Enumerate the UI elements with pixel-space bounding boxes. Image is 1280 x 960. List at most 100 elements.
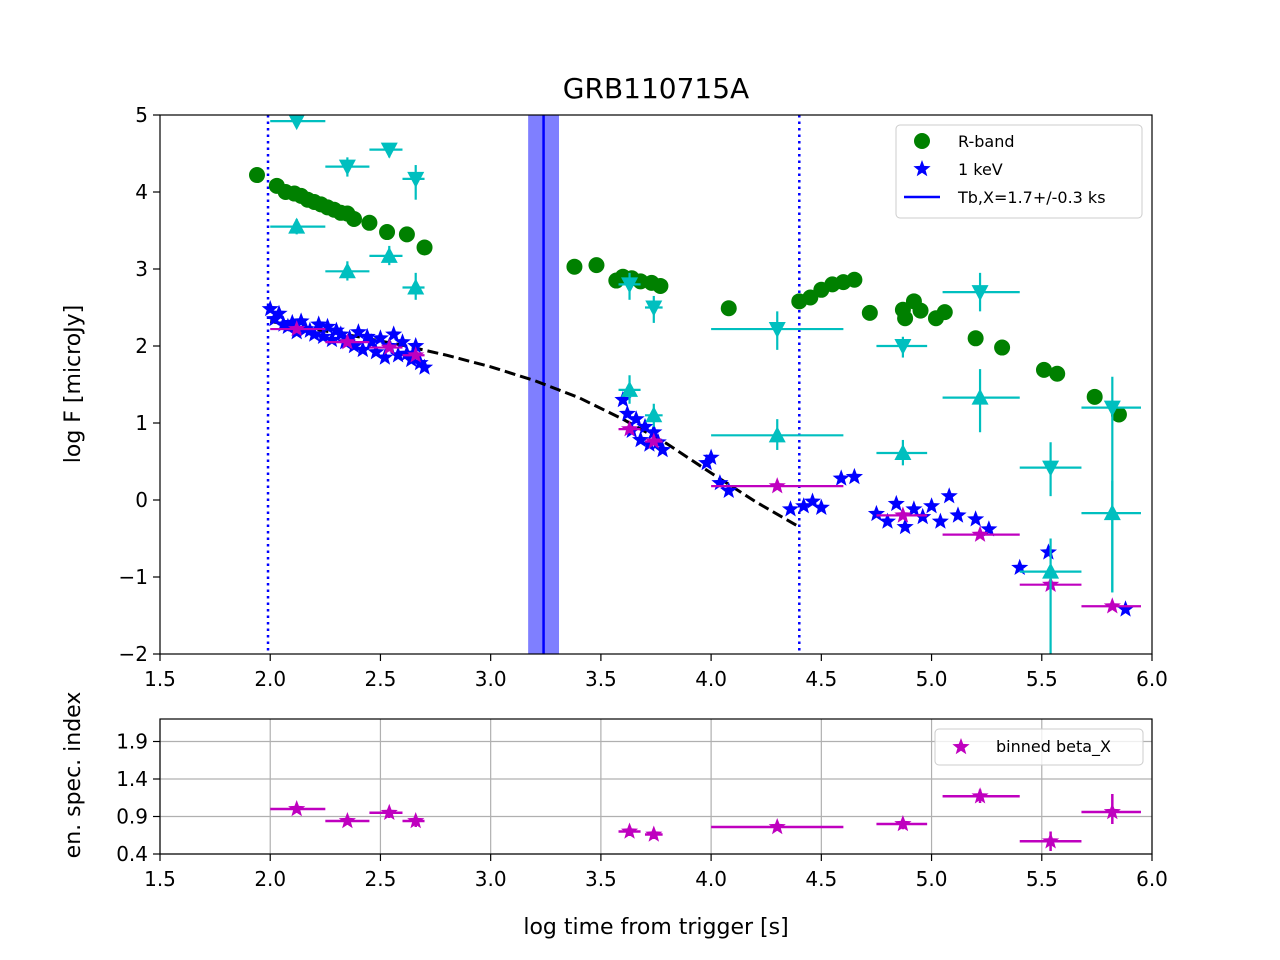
top-x-tick-label: 5.5 (1026, 667, 1058, 691)
xray-point (323, 330, 341, 348)
beta-x-point (768, 818, 786, 835)
top-x-tick-label: 1.5 (144, 667, 176, 691)
xray-point (354, 340, 372, 358)
bottom-x-axis: 1.5 2.0 2.5 3.0 3.5 4.0 4.5 5.0 5.5 6.0 (144, 854, 1168, 891)
xray-point (407, 337, 425, 354)
uvot-upper-point (1042, 562, 1060, 579)
xray-point (614, 390, 632, 408)
xray-point (804, 492, 822, 509)
uvot-lower-limit-point (1103, 400, 1121, 417)
uvot-upper-point (338, 262, 356, 279)
rband-point (967, 330, 984, 347)
xray-point (896, 518, 914, 535)
top-y-tick-label: 0 (135, 488, 148, 512)
uvot-upper-point (971, 388, 989, 405)
xray-point (358, 327, 376, 344)
bottom-x-tick-label: 5.0 (916, 867, 948, 891)
xray-point (314, 327, 332, 344)
top-y-tick-label: 4 (135, 180, 148, 204)
xray-point (279, 317, 297, 334)
beta-x-point (380, 803, 398, 820)
xray-point (310, 315, 328, 332)
binned-flux-point (645, 432, 663, 449)
xray-point (618, 404, 636, 421)
xray-point (878, 512, 896, 529)
uvot-lower-limit-point (338, 159, 356, 176)
xray-point (720, 481, 738, 498)
uvot-upper-point (380, 246, 398, 263)
binned-flux-point (894, 506, 912, 523)
xray-point (367, 343, 385, 360)
rband-point (345, 210, 362, 227)
beta-x-point (621, 822, 639, 839)
binned-flux-point (971, 525, 989, 542)
xray-point (305, 325, 323, 342)
xray-point (393, 333, 411, 350)
xray-point (702, 448, 720, 465)
binned-flux-point (768, 477, 786, 494)
bottom-x-tick-label: 4.0 (695, 867, 727, 891)
xray-point (781, 500, 799, 517)
chart-title: GRB110715A (563, 72, 749, 105)
uvot-upper-point (645, 406, 663, 423)
xray-point (645, 423, 663, 440)
xray-point (949, 506, 967, 523)
uvot-upper-point (407, 278, 425, 295)
xray-point (632, 430, 650, 448)
bottom-y-axis-label: en. spec. index (61, 692, 86, 859)
rband-point (248, 167, 265, 184)
xray-point (283, 313, 301, 331)
xray-point (931, 512, 949, 529)
beta-x-point (288, 800, 306, 817)
xray-point (812, 498, 830, 515)
rband-point (936, 304, 953, 321)
top-panel: GRB110715A log F [microJy] 1.5 2.0 2.5 3.0 3… (61, 72, 1168, 691)
bottom-plot-frame (159, 718, 1153, 855)
xray-point (980, 520, 998, 537)
binned-flux-point (407, 346, 425, 363)
xray-point (332, 325, 350, 342)
uvot-upper-point (768, 426, 786, 443)
bottom-y-tick-label: 0.9 (116, 805, 148, 829)
xray-point (940, 487, 958, 504)
top-y-tick-label: −2 (119, 642, 148, 666)
bottom-x-tick-label: 4.5 (805, 867, 837, 891)
xray-point (349, 323, 367, 340)
binned-flux-point (338, 333, 356, 350)
xray-point (341, 329, 359, 346)
xray-point (967, 510, 985, 527)
bottom-x-tick-label: 3.5 (585, 867, 617, 891)
legend-beta-x-swatch (952, 738, 970, 755)
uvot-upper-point (894, 444, 912, 461)
beta-x-point (407, 812, 425, 829)
xray-point (1039, 543, 1057, 560)
rband-point (1035, 361, 1052, 378)
xray-point (363, 333, 381, 350)
top-x-tick-label: 2.0 (254, 667, 286, 691)
xray-point (640, 435, 658, 452)
xray-point (385, 325, 403, 342)
top-plot-frame (159, 114, 1153, 655)
bottom-panel: en. spec. index log time from trigger [s… (61, 692, 1168, 940)
rband-point (379, 224, 396, 241)
beta-x-point (894, 815, 912, 832)
top-x-axis: 1.5 2.0 2.5 3.0 3.5 4.0 4.5 5.0 5.5 6.0 (144, 654, 1168, 691)
xray-point (371, 329, 389, 346)
beta-x-point (1103, 803, 1121, 820)
rband-point (1049, 365, 1066, 382)
xray-point (292, 312, 310, 329)
rband-point (846, 271, 863, 288)
top-y-tick-label: 3 (135, 257, 148, 281)
top-legend: R-band 1 keV Tb,X=1.7+/-0.3 ks (895, 124, 1143, 219)
xray-point (905, 500, 923, 517)
xray-point (411, 353, 429, 371)
bottom-y-tick-label: 0.4 (116, 842, 148, 866)
bottom-x-axis-label: log time from trigger [s] (523, 915, 788, 940)
rband-point (361, 214, 378, 231)
rband-point (398, 226, 415, 243)
bottom-x-tick-label: 1.5 (144, 867, 176, 891)
bottom-legend: binned beta_X (934, 728, 1144, 766)
top-x-tick-label: 2.5 (365, 667, 397, 691)
xray-point (923, 497, 941, 514)
